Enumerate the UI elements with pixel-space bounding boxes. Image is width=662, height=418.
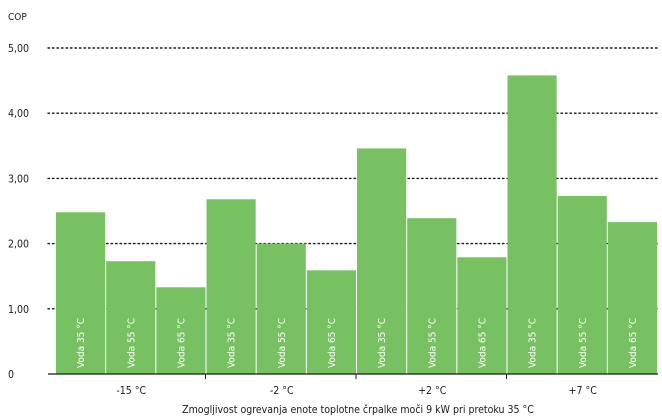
bar [557,196,607,374]
bar-series-label: Voda 35 °C [377,318,388,368]
bar [457,257,507,374]
bar [106,261,156,374]
x-tick-label: +2 °C [418,385,447,397]
bars: Voda 35 °C Voda 55 °C Voda 65 °C Voda 35 °C… [56,75,657,374]
bar [206,199,256,374]
bar-series-label: Voda 65 °C [327,318,338,368]
bar [156,287,206,374]
bar-series-label: Voda 65 °C [176,318,187,368]
bar-series-label: Voda 65 °C [477,318,488,368]
bar [357,148,407,374]
bar [306,270,356,374]
x-tick-label: -15 °C [116,385,146,397]
bar-series-label: Voda 35 °C [528,318,539,368]
bar [507,75,557,374]
bar [407,218,457,374]
bar-series-label: Voda 55 °C [277,318,288,368]
bar-series-label: Voda 35 °C [227,318,238,368]
y-tick-label: 0 [8,369,14,381]
y-tick-label: 3,00 [8,173,29,185]
bar [607,222,657,374]
bar [256,243,306,374]
bar-series-label: Voda 35 °C [76,318,87,368]
x-tick-label: +7 °C [569,385,598,397]
y-tick-label: 5,00 [8,43,29,55]
bar [56,212,106,374]
bar-series-label: Voda 55 °C [126,318,137,368]
y-axis-label: COP [8,12,27,23]
bar-series-label: Voda 65 °C [628,318,639,368]
y-tick-label: 1,00 [8,304,29,316]
x-axis-title: Zmogljivost ogrevanja enote toplotne črp… [182,404,534,416]
y-tick-label: 2,00 [8,239,29,251]
bar-series-label: Voda 55 °C [578,318,589,368]
y-tick-label: 4,00 [8,108,29,120]
bar-series-label: Voda 55 °C [427,318,438,368]
x-tick-label: -2 °C [270,385,294,397]
axes: 0 1,00 2,00 3,00 4,00 5,00 -15 °C -2 °C +2 °C +7 … [8,43,658,397]
